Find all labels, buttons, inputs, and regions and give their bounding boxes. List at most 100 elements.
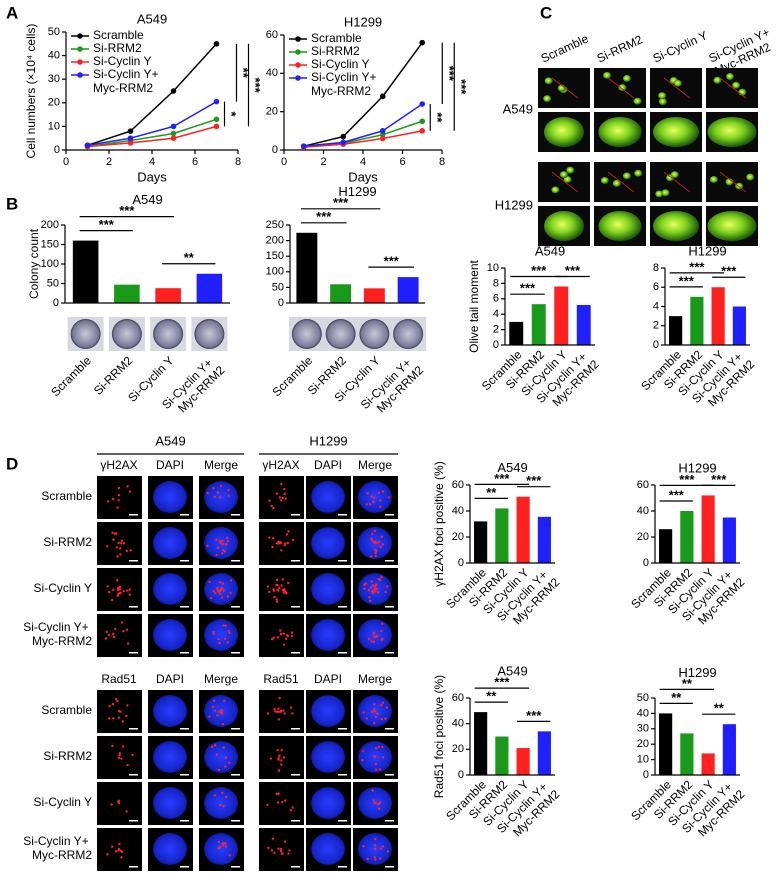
focus-dot	[117, 847, 121, 851]
focus-dot	[275, 492, 279, 495]
focus-dot	[220, 552, 224, 555]
legend-label: Si-Cyclin Y+ Myc-RRM2	[311, 70, 380, 98]
bar	[155, 288, 181, 303]
comet	[622, 172, 631, 180]
significance-label: **	[671, 690, 682, 705]
focus-dot	[119, 553, 122, 556]
focus-dot	[226, 536, 229, 540]
nucleus	[311, 527, 345, 559]
focus-dot	[287, 581, 290, 585]
bar	[701, 495, 715, 563]
focus-dot	[226, 539, 230, 543]
nucleus	[153, 833, 187, 865]
significance-label: ***	[526, 708, 542, 723]
dish	[325, 319, 356, 349]
focus-dot	[120, 621, 124, 624]
focus-dot	[116, 588, 119, 592]
focus-dot	[115, 532, 118, 535]
focus-dot	[214, 744, 217, 747]
focus-dot	[373, 721, 376, 725]
line	[87, 125, 217, 148]
nucleus	[153, 787, 187, 819]
y-tick-label: 2	[493, 324, 499, 336]
nucleus	[204, 619, 238, 651]
focus-dot	[117, 801, 121, 805]
nucleus	[204, 787, 238, 819]
focus-dot	[276, 636, 280, 639]
focus-dot	[373, 702, 376, 706]
bar	[72, 240, 99, 303]
scale-bar	[338, 514, 347, 516]
bar	[722, 724, 736, 775]
focus-dot	[385, 706, 388, 709]
focus-dot	[119, 542, 123, 545]
bar	[474, 712, 488, 775]
focus-dot	[125, 628, 129, 631]
focus-dot	[125, 714, 128, 718]
focus-dot	[279, 632, 283, 636]
scale-bar	[385, 652, 394, 654]
focus-dot	[224, 795, 228, 799]
nucleus	[204, 833, 238, 865]
scale-bar	[385, 514, 394, 516]
focus-dot	[218, 710, 221, 713]
focus-dot	[277, 847, 280, 850]
focus-dot	[122, 589, 125, 593]
marker	[379, 128, 386, 134]
focus-dot	[381, 845, 384, 848]
comet	[618, 84, 627, 92]
marker	[127, 135, 134, 141]
bar	[701, 753, 715, 775]
line	[87, 118, 217, 148]
marker	[300, 143, 307, 149]
y-axis-label: Cell numbers (×10⁴ cells)	[24, 24, 38, 159]
bar	[576, 304, 591, 345]
focus-dot	[279, 847, 283, 851]
focus-dot	[373, 584, 377, 588]
focus-dot	[374, 838, 377, 841]
focus-dot	[218, 539, 222, 543]
title: A549	[137, 11, 167, 26]
significance-label: ***	[679, 472, 695, 487]
row-label: Si-Cyclin Y+ Myc-RRM2	[23, 834, 92, 862]
y-tick-label: 50	[637, 692, 649, 704]
bar	[659, 529, 673, 563]
bar	[690, 296, 704, 345]
focus-dot	[374, 746, 378, 750]
significance-label: **	[714, 701, 725, 716]
focus-dot	[378, 857, 382, 860]
focus-dot	[227, 488, 230, 492]
legend-marker	[77, 72, 83, 78]
y-tick-label: 20	[48, 97, 60, 109]
x-tick-label: 8	[235, 156, 241, 168]
focus-dot	[216, 714, 219, 717]
focus-dot	[381, 745, 384, 749]
focus-dot	[111, 632, 115, 636]
focus-dot	[215, 586, 219, 590]
y-tick-label: 40	[637, 707, 649, 719]
focus-dot	[268, 499, 271, 502]
focus-dot	[117, 592, 120, 596]
nucleus	[153, 741, 187, 773]
scale-bar	[129, 514, 138, 516]
scale-bar	[180, 560, 189, 562]
focus-dot	[379, 545, 382, 549]
comet	[544, 77, 553, 85]
nucleus	[311, 787, 345, 819]
y-tick-label: 100	[266, 266, 284, 278]
focus-dot	[288, 849, 291, 852]
bar	[516, 748, 530, 775]
focus-dot	[271, 837, 275, 840]
marker	[213, 116, 220, 123]
focus-dot	[279, 849, 283, 853]
y-tick-label: 8	[493, 277, 499, 289]
stain-label: Merge	[358, 458, 392, 472]
focus-dot	[372, 500, 375, 504]
x-tick-label: 0	[63, 156, 69, 168]
focus-dot	[291, 806, 294, 809]
focus-dot	[108, 704, 111, 708]
scale-bar	[338, 728, 347, 730]
tail-marker	[551, 77, 579, 99]
y-tick-label: 60	[637, 479, 649, 491]
focus-dot	[213, 591, 217, 595]
